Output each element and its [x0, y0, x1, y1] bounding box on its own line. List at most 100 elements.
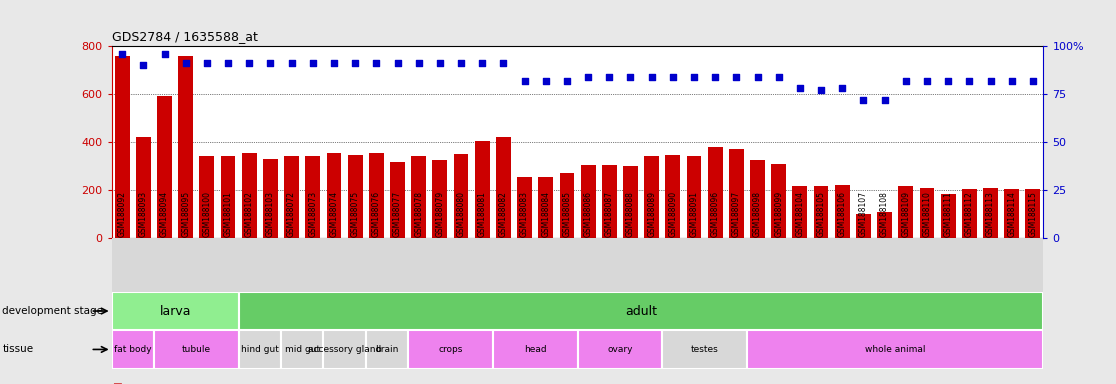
- Bar: [708, 147, 722, 238]
- Point: [388, 60, 406, 66]
- Bar: [792, 187, 807, 238]
- Text: accessory gland: accessory gland: [308, 345, 382, 354]
- Text: larva: larva: [160, 305, 191, 318]
- Text: adult: adult: [625, 305, 657, 318]
- Point: [918, 78, 936, 84]
- Bar: [453, 154, 469, 238]
- Bar: [366, 238, 387, 292]
- Point: [452, 60, 470, 66]
- Text: testes: testes: [691, 345, 719, 354]
- Bar: [218, 238, 239, 292]
- Bar: [853, 238, 874, 292]
- Bar: [941, 194, 955, 238]
- Bar: [514, 238, 536, 292]
- Point: [282, 60, 300, 66]
- Bar: [771, 164, 786, 238]
- Bar: [983, 188, 998, 238]
- Point: [897, 78, 915, 84]
- Bar: [154, 238, 175, 292]
- Bar: [430, 238, 451, 292]
- Point: [304, 60, 321, 66]
- Bar: [874, 238, 895, 292]
- Point: [155, 51, 173, 57]
- Bar: [112, 292, 239, 330]
- Bar: [644, 157, 660, 238]
- Bar: [1001, 238, 1022, 292]
- Bar: [260, 238, 281, 292]
- Bar: [348, 155, 363, 238]
- Bar: [578, 238, 598, 292]
- Point: [113, 51, 131, 57]
- Bar: [408, 330, 493, 369]
- Bar: [1026, 189, 1040, 238]
- Point: [325, 60, 343, 66]
- Point: [1003, 78, 1021, 84]
- Point: [219, 60, 237, 66]
- Point: [940, 78, 958, 84]
- Bar: [683, 238, 704, 292]
- Text: ■: ■: [112, 382, 122, 384]
- Bar: [768, 238, 789, 292]
- Bar: [729, 149, 743, 238]
- Bar: [112, 238, 133, 292]
- Bar: [133, 238, 154, 292]
- Bar: [302, 238, 324, 292]
- Point: [685, 74, 703, 80]
- Point: [579, 74, 597, 80]
- Bar: [959, 238, 980, 292]
- Bar: [747, 330, 1043, 369]
- Bar: [285, 157, 299, 238]
- Bar: [115, 56, 129, 238]
- Bar: [835, 185, 849, 238]
- Bar: [662, 330, 747, 369]
- Bar: [602, 165, 617, 238]
- Bar: [451, 238, 472, 292]
- Bar: [345, 238, 366, 292]
- Point: [961, 78, 979, 84]
- Bar: [810, 238, 831, 292]
- Text: fat body: fat body: [114, 345, 152, 354]
- Point: [600, 74, 618, 80]
- Bar: [263, 159, 278, 238]
- Point: [876, 97, 894, 103]
- Bar: [517, 177, 532, 238]
- Point: [516, 78, 533, 84]
- Bar: [112, 330, 154, 369]
- Point: [494, 60, 512, 66]
- Point: [134, 62, 152, 68]
- Text: ovary: ovary: [607, 345, 633, 354]
- Point: [367, 60, 385, 66]
- Bar: [242, 153, 257, 238]
- Bar: [366, 330, 408, 369]
- Bar: [281, 330, 324, 369]
- Bar: [154, 330, 239, 369]
- Bar: [369, 153, 384, 238]
- Bar: [895, 238, 916, 292]
- Bar: [324, 330, 366, 369]
- Bar: [433, 160, 448, 238]
- Bar: [1022, 238, 1043, 292]
- Point: [537, 78, 555, 84]
- Bar: [136, 137, 151, 238]
- Bar: [408, 238, 430, 292]
- Bar: [557, 238, 578, 292]
- Bar: [157, 96, 172, 238]
- Bar: [814, 187, 828, 238]
- Bar: [327, 153, 341, 238]
- Bar: [789, 238, 810, 292]
- Bar: [474, 141, 490, 238]
- Bar: [898, 187, 913, 238]
- Bar: [750, 160, 764, 238]
- Bar: [920, 188, 934, 238]
- Bar: [239, 238, 260, 292]
- Bar: [200, 157, 214, 238]
- Point: [706, 74, 724, 80]
- Bar: [538, 177, 554, 238]
- Point: [622, 74, 639, 80]
- Bar: [580, 165, 596, 238]
- Point: [558, 78, 576, 84]
- Point: [749, 74, 767, 80]
- Point: [664, 74, 682, 80]
- Point: [770, 74, 788, 80]
- Point: [982, 78, 1000, 84]
